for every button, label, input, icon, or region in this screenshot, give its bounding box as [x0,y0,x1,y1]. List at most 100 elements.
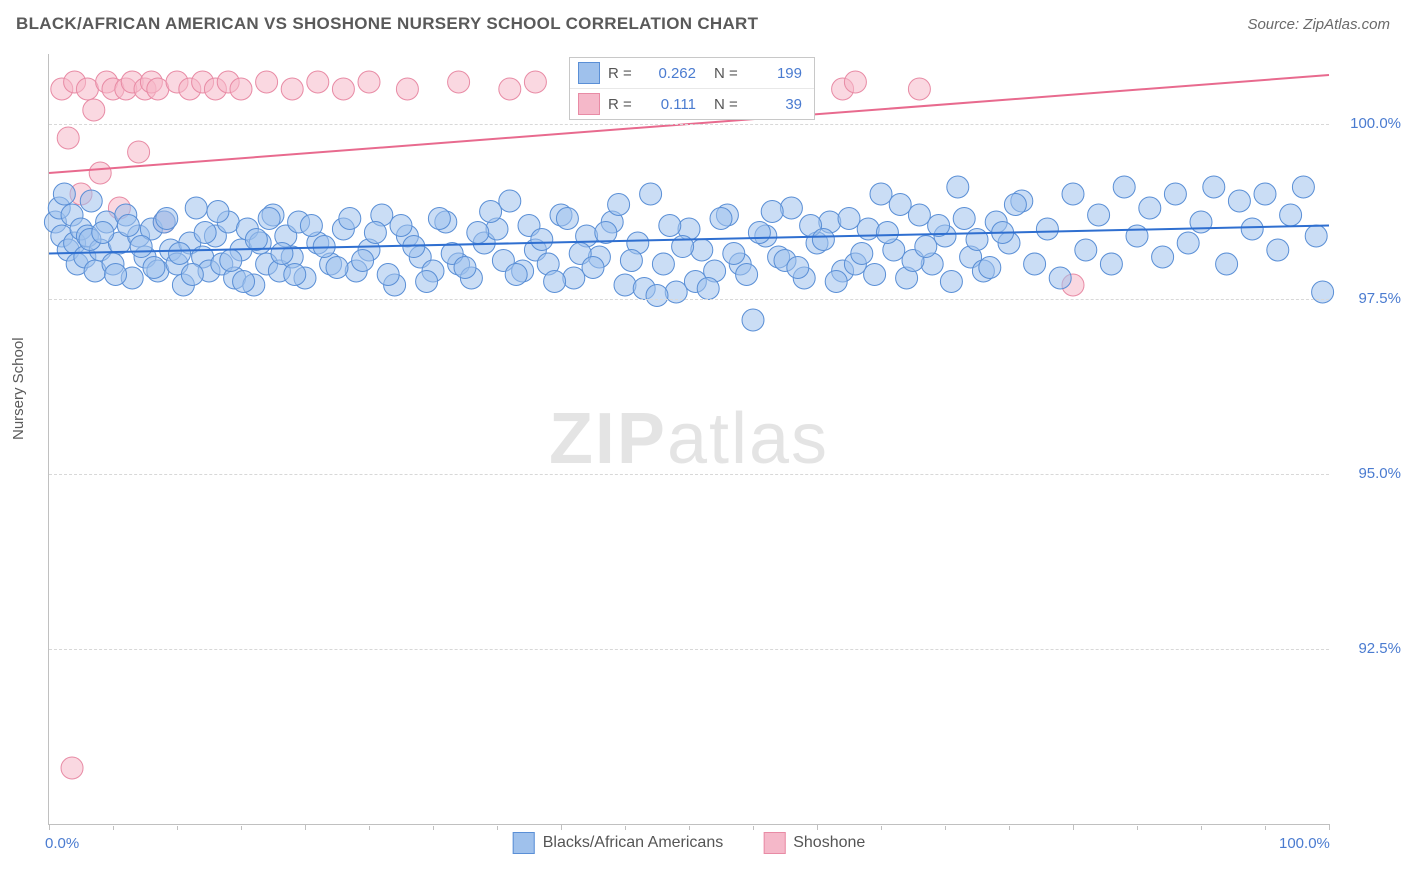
data-point [76,78,98,100]
legend-row: R =0.262N =199 [570,58,814,88]
data-point [556,208,578,230]
data-point [1088,204,1110,226]
y-tick-label: 92.5% [1341,640,1401,657]
data-point [940,271,962,293]
data-point [428,208,450,230]
data-point [1164,183,1186,205]
data-point [979,257,1001,279]
data-point [761,201,783,223]
y-axis-label: Nursery School [10,337,27,440]
data-point [300,215,322,237]
data-point [736,264,758,286]
data-point [390,215,412,237]
data-point [825,271,847,293]
data-point [1049,267,1071,289]
legend-swatch [763,832,785,854]
data-point [271,243,293,265]
data-point [1139,197,1161,219]
data-point [233,271,255,293]
data-point [169,243,191,265]
x-tick-minor [753,826,754,830]
legend-swatch [578,93,600,115]
data-point [870,183,892,205]
data-point [697,278,719,300]
data-point [1203,176,1225,198]
data-point [544,271,566,293]
data-point [117,215,139,237]
data-point [953,208,975,230]
data-point [53,183,75,205]
data-point [220,250,242,272]
x-tick-minor [1137,826,1138,830]
data-point [1216,253,1238,275]
data-point [185,197,207,219]
data-point [1062,183,1084,205]
data-point [742,309,764,331]
data-point [659,215,681,237]
data-point [876,222,898,244]
x-tick-minor [177,826,178,830]
legend-swatch [513,832,535,854]
data-point [1004,194,1026,216]
source-label: Source: ZipAtlas.com [1247,16,1390,33]
data-point [908,204,930,226]
correlation-legend: R =0.262N =199R =0.111N =39 [569,57,815,120]
data-point [1228,190,1250,212]
data-point [947,176,969,198]
data-point [851,243,873,265]
data-point [147,78,169,100]
data-point [691,239,713,261]
data-point [92,222,114,244]
legend-n-value: 39 [752,96,802,113]
data-point [505,264,527,286]
data-point [838,208,860,230]
data-point [889,194,911,216]
x-tick-label: 0.0% [45,835,79,852]
x-tick-minor [625,826,626,830]
data-point [499,190,521,212]
data-point [281,78,303,100]
data-point [620,250,642,272]
data-point [1113,176,1135,198]
data-point [646,285,668,307]
legend-swatch [578,62,600,84]
data-point [710,208,732,230]
legend-item: Shoshone [763,832,865,854]
chart-title: BLACK/AFRICAN AMERICAN VS SHOSHONE NURSE… [16,14,758,33]
data-point [396,78,418,100]
data-point [499,78,521,100]
data-point [864,264,886,286]
legend-label: Shoshone [793,834,865,852]
legend-item: Blacks/African Americans [513,832,724,854]
legend-r-value: 0.262 [646,65,696,82]
data-point [326,257,348,279]
x-tick-minor [433,826,434,830]
gridline [49,474,1329,475]
data-point [1177,232,1199,254]
data-point [1126,225,1148,247]
legend-r-label: R = [608,65,638,82]
data-point [57,127,79,149]
legend-row: R =0.111N =39 [570,88,814,119]
data-point [258,208,280,230]
x-tick [1329,824,1330,830]
x-tick-minor [1009,826,1010,830]
x-tick [305,824,306,830]
data-point [608,194,630,216]
data-point [364,222,386,244]
data-point [130,236,152,258]
data-point [416,271,438,293]
data-point [524,71,546,93]
data-point [915,236,937,258]
y-tick-label: 100.0% [1341,115,1401,132]
data-point [245,229,267,251]
data-point [531,229,553,251]
data-point [1100,253,1122,275]
legend-n-label: N = [714,65,744,82]
data-point [339,208,361,230]
x-tick [49,824,50,830]
data-point [83,99,105,121]
x-tick-label: 100.0% [1279,835,1330,852]
data-point [582,257,604,279]
gridline [49,124,1329,125]
